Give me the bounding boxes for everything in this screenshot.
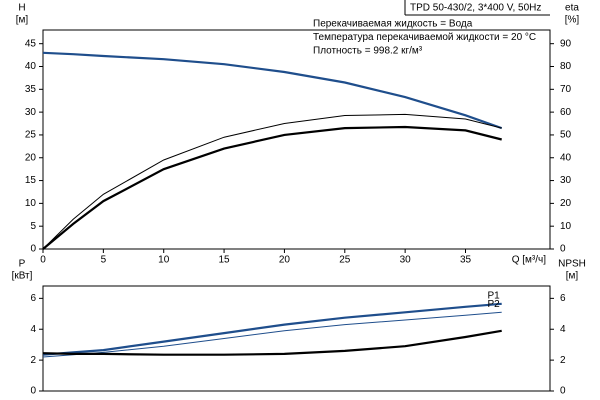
y-tick-label: 0 xyxy=(30,386,36,397)
plot-frame xyxy=(42,29,551,250)
series-line xyxy=(42,125,502,250)
y-tick-label: 40 xyxy=(25,61,37,72)
y-tick-label: 4 xyxy=(30,324,36,335)
y2-tick-label: 6 xyxy=(560,293,566,304)
y-tick-label: 20 xyxy=(25,152,37,163)
x-tick-label: 10 xyxy=(158,255,170,266)
series-line xyxy=(42,311,502,358)
y2-axis-unit: [%] xyxy=(565,15,580,26)
x-tick-label: 0 xyxy=(40,255,46,266)
series-line xyxy=(42,113,502,250)
y-tick-label: 10 xyxy=(25,198,37,209)
y2-axis-unit: [м] xyxy=(566,271,579,282)
y-tick-label: 25 xyxy=(25,130,37,141)
series-line xyxy=(42,51,503,130)
y-tick-label: 30 xyxy=(25,107,37,118)
x-tick-label: 15 xyxy=(219,255,231,266)
x-axis-label: Q [м³/ч] xyxy=(512,255,547,266)
y2-tick-label: 30 xyxy=(560,175,572,186)
x-tick-label: 30 xyxy=(400,255,412,266)
y2-tick-label: 90 xyxy=(560,38,572,49)
plot-frame xyxy=(42,285,551,392)
x-tick-label: 5 xyxy=(101,255,107,266)
y2-tick-label: 0 xyxy=(560,386,566,397)
y2-tick-label: 40 xyxy=(560,152,572,163)
y-axis-label: H xyxy=(18,3,25,14)
y2-axis-label: NPSH xyxy=(558,259,586,270)
annotation: Плотность = 998.2 кг/м³ xyxy=(313,46,423,57)
y2-tick-label: 50 xyxy=(560,130,572,141)
y2-tick-label: 20 xyxy=(560,198,572,209)
y2-tick-label: 0 xyxy=(560,244,566,255)
annotation: Перекачиваемая жидкость = Вода xyxy=(313,19,473,30)
x-tick-label: 35 xyxy=(460,255,472,266)
y2-tick-label: 4 xyxy=(560,324,566,335)
series-line xyxy=(42,329,502,356)
y2-tick-label: 70 xyxy=(560,84,572,95)
y2-tick-label: 60 xyxy=(560,107,572,118)
y-tick-label: 45 xyxy=(25,38,37,49)
y-axis-unit: [кВт] xyxy=(12,271,33,282)
y2-axis-label: eta xyxy=(565,3,579,14)
series-label: P2 xyxy=(487,299,500,310)
y-tick-label: 15 xyxy=(25,175,37,186)
y-tick-label: 6 xyxy=(30,293,36,304)
chart-title: TPD 50-430/2, 3*400 V, 50Hz xyxy=(410,3,541,14)
y-tick-label: 0 xyxy=(30,244,36,255)
y2-tick-label: 80 xyxy=(560,61,572,72)
y2-tick-label: 2 xyxy=(560,355,566,366)
series-line xyxy=(42,302,502,356)
series-label: P1 xyxy=(487,290,500,301)
y-axis-unit: [м] xyxy=(16,15,29,26)
x-tick-label: 25 xyxy=(339,255,351,266)
y-tick-label: 5 xyxy=(30,221,36,232)
annotation: Температура перекачиваемой жидкости = 20… xyxy=(313,32,536,43)
y-tick-label: 35 xyxy=(25,84,37,95)
y-tick-label: 2 xyxy=(30,355,36,366)
y-axis-label: P xyxy=(19,259,26,270)
x-tick-label: 20 xyxy=(279,255,291,266)
y2-tick-label: 10 xyxy=(560,221,572,232)
